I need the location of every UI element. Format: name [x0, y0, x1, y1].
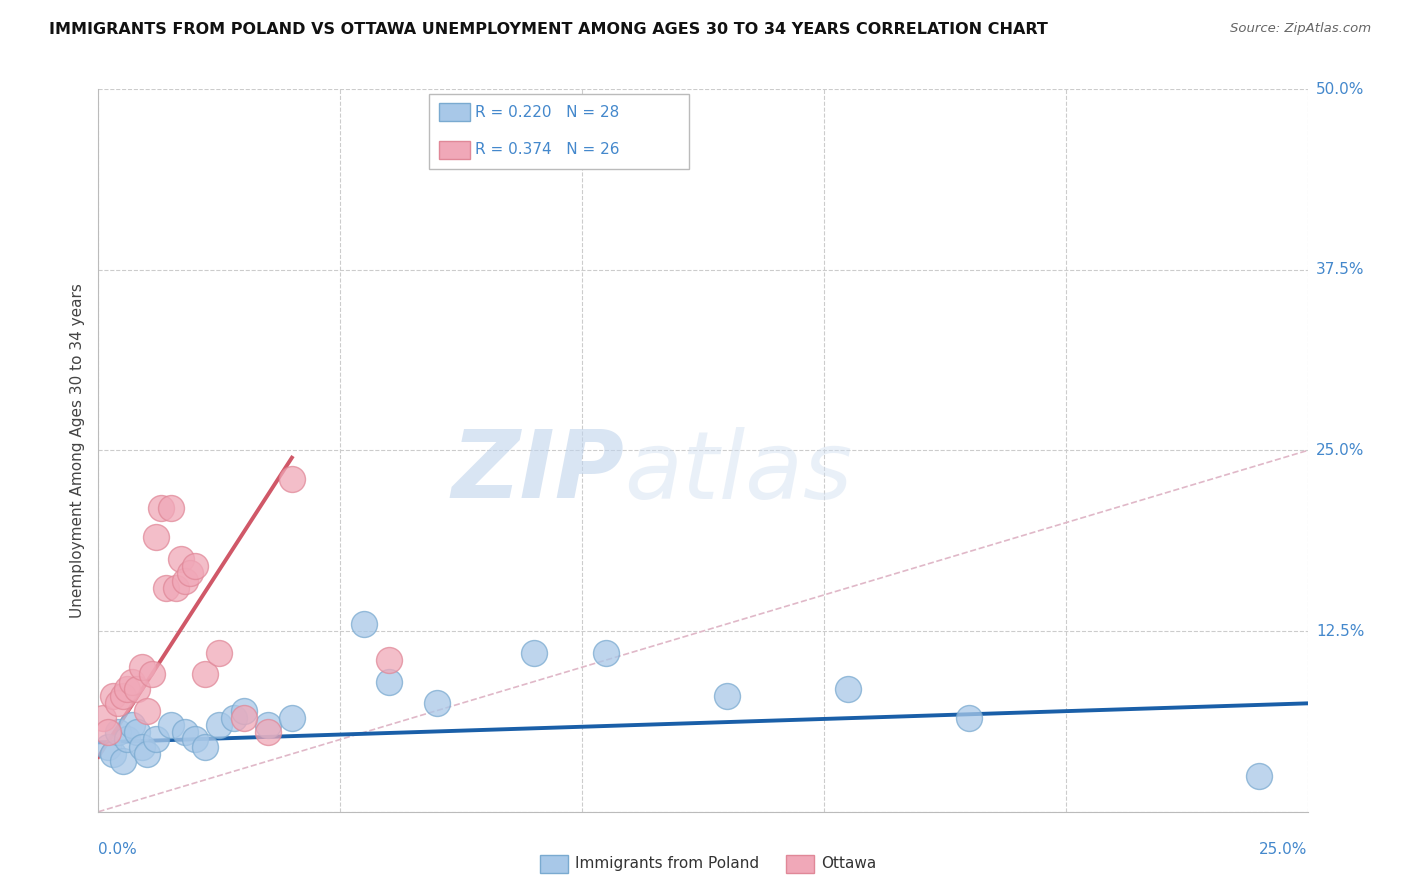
Point: [957, 711, 980, 725]
Point: [97, 725, 120, 739]
Text: R = 0.374   N = 26: R = 0.374 N = 26: [475, 143, 620, 157]
Point: [101, 689, 124, 703]
Point: [160, 718, 183, 732]
Point: [256, 718, 278, 732]
Text: 25.0%: 25.0%: [1316, 443, 1364, 458]
Text: Source: ZipAtlas.com: Source: ZipAtlas.com: [1230, 22, 1371, 36]
Text: 50.0%: 50.0%: [1316, 82, 1364, 96]
Point: [256, 725, 278, 739]
Point: [716, 689, 738, 703]
Text: Immigrants from Poland: Immigrants from Poland: [575, 856, 759, 871]
Point: [145, 530, 167, 544]
Point: [174, 725, 197, 739]
Point: [160, 501, 183, 516]
Text: ZIP: ZIP: [451, 426, 624, 518]
Point: [174, 574, 197, 588]
Point: [127, 681, 149, 696]
Point: [194, 667, 217, 681]
Point: [281, 711, 304, 725]
Text: 37.5%: 37.5%: [1316, 262, 1364, 277]
Point: [135, 747, 157, 761]
Text: atlas: atlas: [624, 426, 852, 517]
Point: [121, 718, 143, 732]
Point: [281, 472, 304, 486]
Point: [131, 739, 153, 754]
Point: [232, 704, 254, 718]
Point: [150, 501, 173, 516]
Point: [131, 660, 153, 674]
Text: IMMIGRANTS FROM POLAND VS OTTAWA UNEMPLOYMENT AMONG AGES 30 TO 34 YEARS CORRELAT: IMMIGRANTS FROM POLAND VS OTTAWA UNEMPLO…: [49, 22, 1047, 37]
Point: [101, 747, 124, 761]
Point: [91, 711, 114, 725]
Point: [165, 581, 187, 595]
Text: 25.0%: 25.0%: [1260, 842, 1308, 857]
Point: [184, 732, 207, 747]
Point: [111, 689, 134, 703]
Text: Ottawa: Ottawa: [821, 856, 876, 871]
Point: [179, 566, 201, 581]
Point: [194, 739, 217, 754]
Point: [837, 681, 859, 696]
Text: 12.5%: 12.5%: [1316, 624, 1364, 639]
Point: [426, 696, 449, 710]
Point: [97, 739, 120, 754]
Point: [208, 646, 231, 660]
Point: [135, 704, 157, 718]
Point: [127, 725, 149, 739]
Point: [107, 696, 129, 710]
Point: [117, 732, 139, 747]
Text: R = 0.220   N = 28: R = 0.220 N = 28: [475, 105, 620, 120]
Point: [1249, 769, 1271, 783]
Point: [169, 551, 191, 566]
Point: [155, 581, 177, 595]
Point: [107, 725, 129, 739]
Point: [117, 681, 139, 696]
Text: 0.0%: 0.0%: [98, 842, 138, 857]
Point: [111, 754, 134, 768]
Point: [595, 646, 617, 660]
Point: [353, 616, 375, 631]
Point: [145, 732, 167, 747]
Point: [121, 674, 143, 689]
Point: [141, 667, 163, 681]
Point: [523, 646, 546, 660]
Point: [377, 674, 399, 689]
Point: [232, 711, 254, 725]
Point: [377, 653, 399, 667]
Point: [184, 559, 207, 574]
Point: [222, 711, 245, 725]
Y-axis label: Unemployment Among Ages 30 to 34 years: Unemployment Among Ages 30 to 34 years: [69, 283, 84, 618]
Point: [208, 718, 231, 732]
